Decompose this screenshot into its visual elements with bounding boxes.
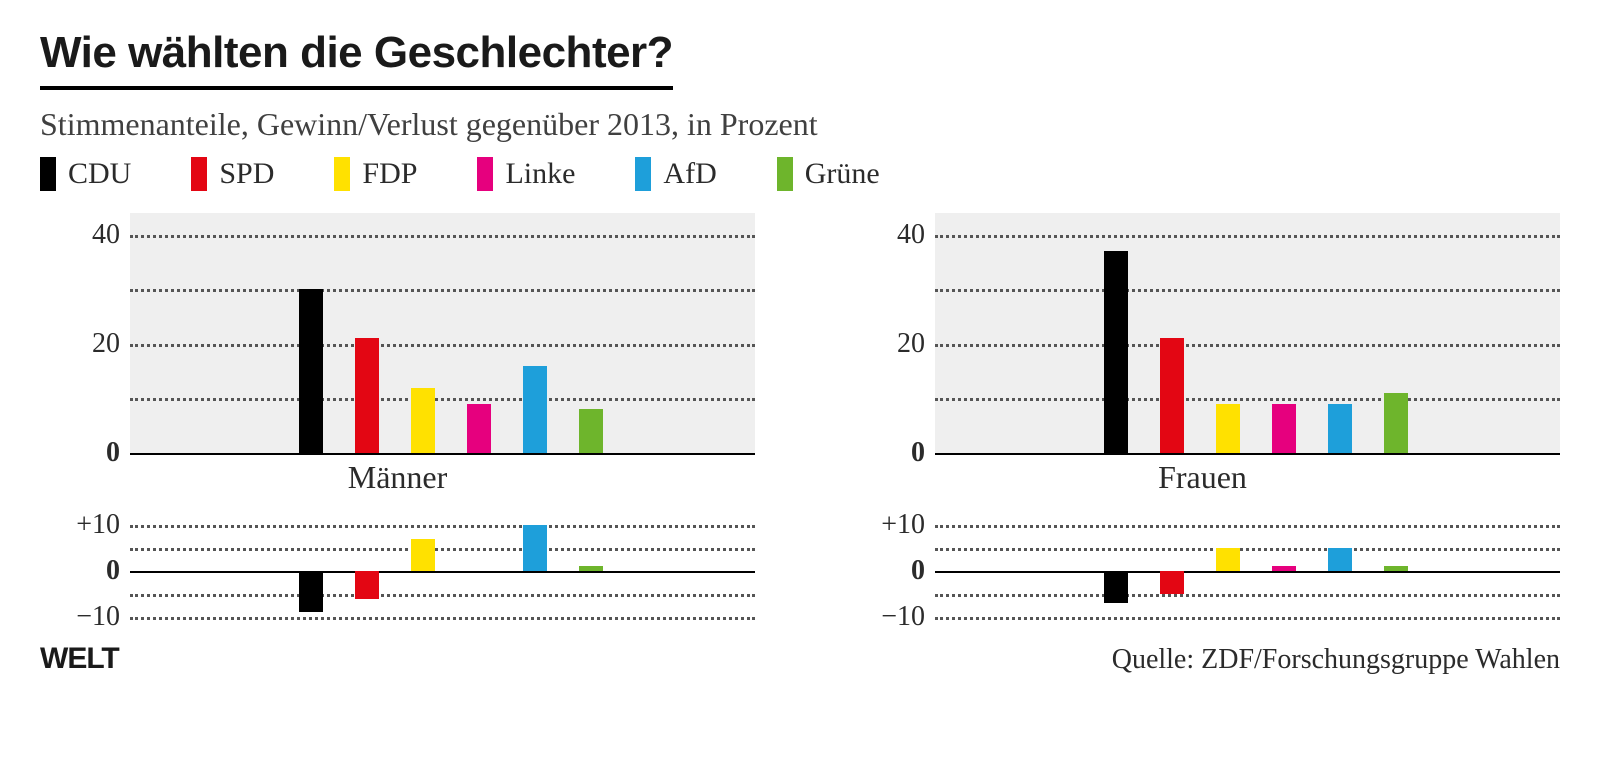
bar-fdp bbox=[1216, 548, 1240, 571]
change-chart-frauen: −100+10 bbox=[845, 516, 1560, 626]
bar-gruene bbox=[579, 409, 603, 453]
panel-frauen: 02040Frauen−100+10 bbox=[845, 213, 1560, 626]
y-axis-label: 0 bbox=[845, 555, 925, 587]
legend-swatch-linke bbox=[477, 157, 493, 191]
bar-spd bbox=[355, 571, 379, 599]
baseline bbox=[130, 571, 755, 573]
gridline bbox=[935, 617, 1560, 620]
y-axis-label: 40 bbox=[40, 219, 120, 251]
legend-label-afd: AfD bbox=[663, 157, 716, 191]
y-axis-label: 0 bbox=[40, 555, 120, 587]
legend-label-gruene: Grüne bbox=[805, 157, 880, 191]
bar-cdu bbox=[1104, 571, 1128, 603]
gridline bbox=[935, 289, 1560, 292]
bar-gruene bbox=[1384, 393, 1408, 453]
gridline bbox=[935, 344, 1560, 347]
bar-spd bbox=[355, 338, 379, 453]
gridline bbox=[130, 289, 755, 292]
legend-swatch-gruene bbox=[777, 157, 793, 191]
panels-container: 02040Männer−100+1002040Frauen−100+10 bbox=[40, 213, 1560, 626]
source-text: Quelle: ZDF/Forschungsgruppe Wahlen bbox=[1112, 644, 1560, 676]
baseline bbox=[130, 453, 755, 455]
baseline bbox=[935, 453, 1560, 455]
share-chart-maenner: 02040 bbox=[40, 213, 755, 453]
bar-gruene bbox=[579, 566, 603, 571]
share-chart-frauen: 02040 bbox=[845, 213, 1560, 453]
chart-area: 02040 bbox=[130, 213, 755, 453]
legend-item-cdu: CDU bbox=[40, 157, 131, 191]
gridline bbox=[935, 548, 1560, 551]
legend-item-afd: AfD bbox=[635, 157, 716, 191]
chart-area: −100+10 bbox=[935, 516, 1560, 626]
legend-label-spd: SPD bbox=[219, 157, 274, 191]
x-axis-label-maenner: Männer bbox=[40, 459, 755, 496]
gridline bbox=[935, 398, 1560, 401]
panel-maenner: 02040Männer−100+10 bbox=[40, 213, 755, 626]
bar-cdu bbox=[299, 289, 323, 453]
y-axis-label: 20 bbox=[845, 328, 925, 360]
y-axis-label: +10 bbox=[845, 509, 925, 541]
legend-swatch-afd bbox=[635, 157, 651, 191]
baseline bbox=[935, 571, 1560, 573]
y-axis-label: 40 bbox=[845, 219, 925, 251]
legend-label-linke: Linke bbox=[505, 157, 575, 191]
legend: CDU SPD FDP Linke AfD Grüne bbox=[40, 157, 1560, 191]
legend-label-fdp: FDP bbox=[362, 157, 417, 191]
change-chart-maenner: −100+10 bbox=[40, 516, 755, 626]
chart-area: 02040 bbox=[935, 213, 1560, 453]
bar-linke bbox=[1272, 404, 1296, 453]
y-axis-label: +10 bbox=[40, 509, 120, 541]
brand-logo: WELT bbox=[40, 642, 119, 676]
legend-swatch-spd bbox=[191, 157, 207, 191]
gridline bbox=[130, 398, 755, 401]
subtitle: Stimmenanteile, Gewinn/Verlust gegenüber… bbox=[40, 106, 1560, 143]
legend-item-linke: Linke bbox=[477, 157, 575, 191]
y-axis-label: −10 bbox=[845, 601, 925, 633]
gridline bbox=[130, 235, 755, 238]
legend-label-cdu: CDU bbox=[68, 157, 131, 191]
legend-swatch-fdp bbox=[334, 157, 350, 191]
legend-swatch-cdu bbox=[40, 157, 56, 191]
bar-spd bbox=[1160, 571, 1184, 594]
y-axis-label: 0 bbox=[845, 437, 925, 469]
legend-item-gruene: Grüne bbox=[777, 157, 880, 191]
gridline bbox=[130, 525, 755, 528]
bar-spd bbox=[1160, 338, 1184, 453]
y-axis-label: −10 bbox=[40, 601, 120, 633]
bar-fdp bbox=[411, 539, 435, 571]
bar-fdp bbox=[411, 388, 435, 453]
gridline bbox=[935, 594, 1560, 597]
gridline bbox=[935, 235, 1560, 238]
bar-afd bbox=[1328, 548, 1352, 571]
gridline bbox=[130, 548, 755, 551]
bar-linke bbox=[1272, 566, 1296, 571]
gridline bbox=[130, 594, 755, 597]
gridline bbox=[935, 525, 1560, 528]
legend-item-spd: SPD bbox=[191, 157, 274, 191]
y-axis-label: 20 bbox=[40, 328, 120, 360]
page-title: Wie wählten die Geschlechter? bbox=[40, 28, 673, 90]
bar-linke bbox=[467, 404, 491, 453]
legend-item-fdp: FDP bbox=[334, 157, 417, 191]
chart-area: −100+10 bbox=[130, 516, 755, 626]
gridline bbox=[130, 617, 755, 620]
bar-afd bbox=[523, 525, 547, 571]
bar-afd bbox=[523, 366, 547, 453]
x-axis-label-frauen: Frauen bbox=[845, 459, 1560, 496]
bar-gruene bbox=[1384, 566, 1408, 571]
bar-fdp bbox=[1216, 404, 1240, 453]
gridline bbox=[130, 344, 755, 347]
bar-afd bbox=[1328, 404, 1352, 453]
bar-cdu bbox=[299, 571, 323, 612]
y-axis-label: 0 bbox=[40, 437, 120, 469]
bar-cdu bbox=[1104, 251, 1128, 453]
footer: WELT Quelle: ZDF/Forschungsgruppe Wahlen bbox=[40, 642, 1560, 676]
